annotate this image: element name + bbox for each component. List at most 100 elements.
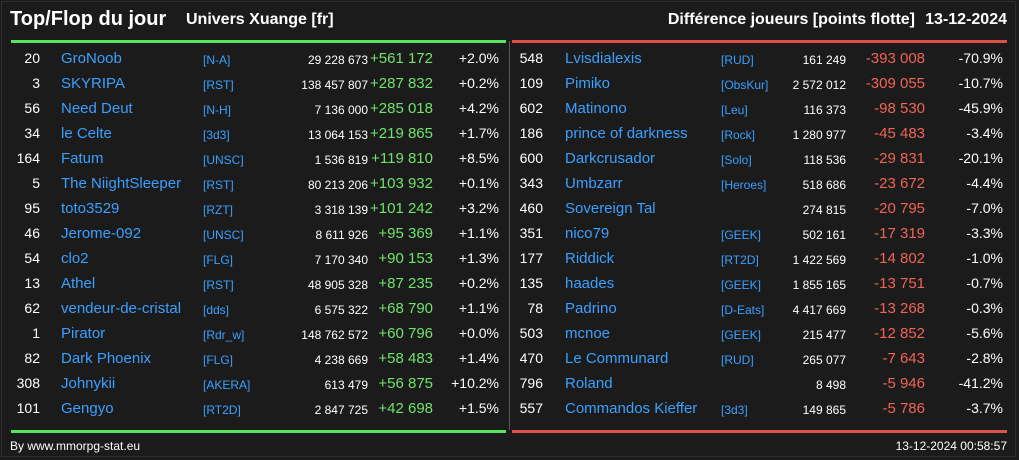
top-bar-lower xyxy=(11,430,506,433)
player-name-link[interactable]: haades xyxy=(565,275,615,292)
player-points: 265 077 xyxy=(802,353,846,367)
player-name-link[interactable]: Le Communard xyxy=(565,350,669,367)
player-name-link[interactable]: Pimiko xyxy=(565,75,611,92)
player-points: 138 457 807 xyxy=(301,78,368,92)
alliance-tag-link[interactable]: [UNSC] xyxy=(203,153,244,167)
alliance-tag-link[interactable]: [GEEK] xyxy=(721,278,762,292)
player-name-link[interactable]: Need Deut xyxy=(61,100,133,117)
alliance-tag-link[interactable]: [RST] xyxy=(203,278,234,292)
alliance-tag-link[interactable]: [GEEK] xyxy=(721,228,762,242)
points-difference: +561 172 xyxy=(370,50,433,67)
alliance-tag-link[interactable]: [FLG] xyxy=(203,353,234,367)
player-rank: 602 xyxy=(519,100,543,116)
player-rank: 470 xyxy=(519,350,543,366)
player-points: 274 815 xyxy=(802,203,846,217)
player-name-link[interactable]: Padrino xyxy=(565,300,617,317)
alliance-tag-link[interactable]: [RUD] xyxy=(721,53,754,67)
player-name-link[interactable]: Jerome-092 xyxy=(61,225,142,242)
player-name-link[interactable]: Pirator xyxy=(61,325,106,342)
player-rank: 460 xyxy=(519,200,543,216)
percent-change: +0.2% xyxy=(458,75,499,91)
percent-change: +2.0% xyxy=(458,50,499,66)
player-points: 518 686 xyxy=(802,178,846,192)
player-name-link[interactable]: Fatum xyxy=(61,150,104,167)
alliance-tag-link[interactable]: [Heroes] xyxy=(721,178,767,192)
player-points: 2 572 012 xyxy=(792,78,846,92)
percent-change: +0.1% xyxy=(458,175,499,191)
alliance-tag-link[interactable]: [3d3] xyxy=(203,128,230,142)
alliance-tag-link[interactable]: [UNSC] xyxy=(203,228,244,242)
points-difference: +103 932 xyxy=(370,175,433,192)
player-name-link[interactable]: SKYRIPA xyxy=(61,75,125,92)
alliance-tag-link[interactable]: [Rdr_w] xyxy=(203,328,245,342)
player-rank: 54 xyxy=(24,250,40,266)
alliance-tag-link[interactable]: [RZT] xyxy=(203,203,233,217)
percent-change: -3.3% xyxy=(966,225,1003,241)
alliance-tag-link[interactable]: [N-H] xyxy=(203,103,231,117)
alliance-tag-link[interactable]: [3d3] xyxy=(721,403,748,417)
player-rank: 1 xyxy=(32,325,40,341)
player-name-link[interactable]: mcnoe xyxy=(565,325,611,342)
player-rank: 82 xyxy=(24,350,40,366)
alliance-tag-link[interactable]: [RST] xyxy=(203,178,234,192)
player-points: 48 905 328 xyxy=(307,278,368,292)
player-name-link[interactable]: Matinono xyxy=(565,100,627,117)
alliance-tag-link[interactable]: [ObsKur] xyxy=(721,78,769,92)
player-rank: 109 xyxy=(519,75,543,91)
footer-timestamp: 13-12-2024 00:58:57 xyxy=(895,439,1007,453)
alliance-tag-link[interactable]: [RST] xyxy=(203,78,234,92)
player-name-link[interactable]: prince of darkness xyxy=(565,125,688,142)
alliance-tag-link[interactable]: [Rock] xyxy=(721,128,756,142)
player-name-link[interactable]: Commandos Kieffer xyxy=(565,400,698,417)
percent-change: +1.5% xyxy=(458,400,499,416)
player-name-link[interactable]: nico79 xyxy=(565,225,610,242)
alliance-tag-link[interactable]: [N-A] xyxy=(203,53,231,67)
player-name-link[interactable]: Sovereign Tal xyxy=(565,200,656,217)
player-rank: 13 xyxy=(24,275,40,291)
alliance-tag-link[interactable]: [Leu] xyxy=(721,103,748,117)
player-points: 1 422 569 xyxy=(792,253,846,267)
points-difference: -13 751 xyxy=(874,275,925,292)
alliance-tag-link[interactable]: [D-Eats] xyxy=(721,303,765,317)
player-points: 116 373 xyxy=(803,103,847,117)
player-name-link[interactable]: toto3529 xyxy=(61,200,120,217)
player-name-link[interactable]: Riddick xyxy=(565,250,615,267)
points-difference: -12 852 xyxy=(874,325,925,342)
player-name-link[interactable]: GroNoob xyxy=(61,50,122,67)
player-name-link[interactable]: Lvisdialexis xyxy=(565,50,642,67)
alliance-tag-link[interactable]: [GEEK] xyxy=(721,328,762,342)
player-name-link[interactable]: Athel xyxy=(61,275,96,292)
player-name-link[interactable]: Gengyo xyxy=(61,400,114,417)
points-difference: +90 153 xyxy=(378,250,433,267)
player-points: 3 318 139 xyxy=(314,203,368,217)
alliance-tag-link[interactable]: [dds] xyxy=(203,303,230,317)
player-points: 80 213 206 xyxy=(307,178,368,192)
player-name-link[interactable]: Dark Phoenix xyxy=(61,350,152,367)
player-name-link[interactable]: vendeur-de-cristal xyxy=(61,300,182,317)
player-name-link[interactable]: Roland xyxy=(565,375,613,392)
points-difference: +101 242 xyxy=(370,200,433,217)
alliance-tag-link[interactable]: [FLG] xyxy=(203,253,234,267)
player-name-link[interactable]: Johnykii xyxy=(61,375,116,392)
percent-change: -41.2% xyxy=(958,375,1003,391)
player-points: 4 238 669 xyxy=(314,353,368,367)
player-name-link[interactable]: clo2 xyxy=(61,250,89,267)
alliance-tag-link[interactable]: [RUD] xyxy=(721,353,754,367)
percent-change: -1.0% xyxy=(966,250,1003,266)
alliance-tag-link[interactable]: [Solo] xyxy=(721,153,752,167)
player-points: 118 536 xyxy=(803,153,847,167)
player-rank: 164 xyxy=(16,150,40,166)
player-name-link[interactable]: The NiightSleeper xyxy=(61,175,182,192)
alliance-tag-link[interactable]: [RT2D] xyxy=(203,403,241,417)
header: Top/Flop du jour Univers Xuange [fr] Dif… xyxy=(0,0,1019,40)
alliance-tag-link[interactable]: [AKERA] xyxy=(203,378,251,392)
player-points: 6 575 322 xyxy=(314,303,368,317)
player-name-link[interactable]: Umbzarr xyxy=(565,175,623,192)
points-difference: -98 530 xyxy=(874,100,925,117)
player-name-link[interactable]: le Celte xyxy=(61,125,112,142)
points-difference: -5 786 xyxy=(882,400,925,417)
alliance-tag-link[interactable]: [RT2D] xyxy=(721,253,759,267)
player-name-link[interactable]: Darkcrusador xyxy=(565,150,656,167)
points-difference: -45 483 xyxy=(874,125,925,142)
percent-change: +3.2% xyxy=(458,200,499,216)
